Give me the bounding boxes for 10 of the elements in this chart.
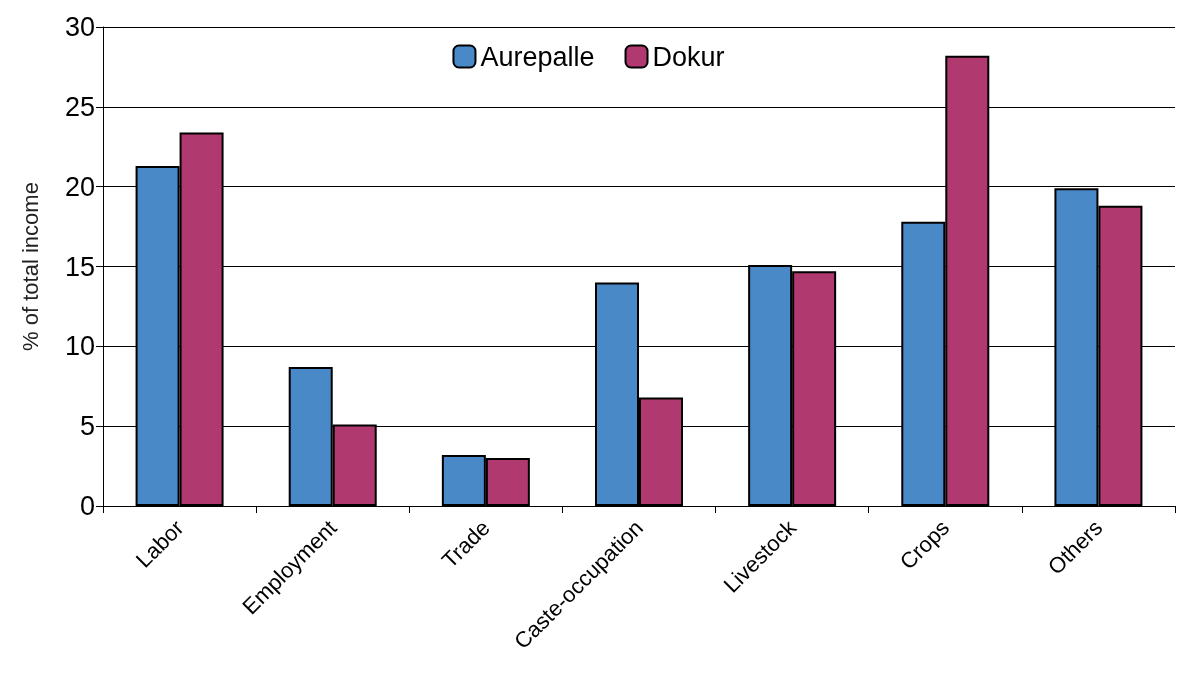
y-tick-label: 5 <box>79 411 95 442</box>
y-tick-label: 30 <box>64 12 95 42</box>
y-tick-label: 0 <box>79 491 95 521</box>
y-tick-label: 10 <box>64 331 95 362</box>
y-tick-label: 15 <box>64 251 95 282</box>
y-axis-title: % of total income <box>17 182 43 351</box>
legend-label: Dokur <box>652 41 725 72</box>
y-tick-label: 25 <box>64 91 95 122</box>
y-tick-label: 20 <box>64 171 95 202</box>
legend-label: Aurepalle <box>480 41 595 72</box>
